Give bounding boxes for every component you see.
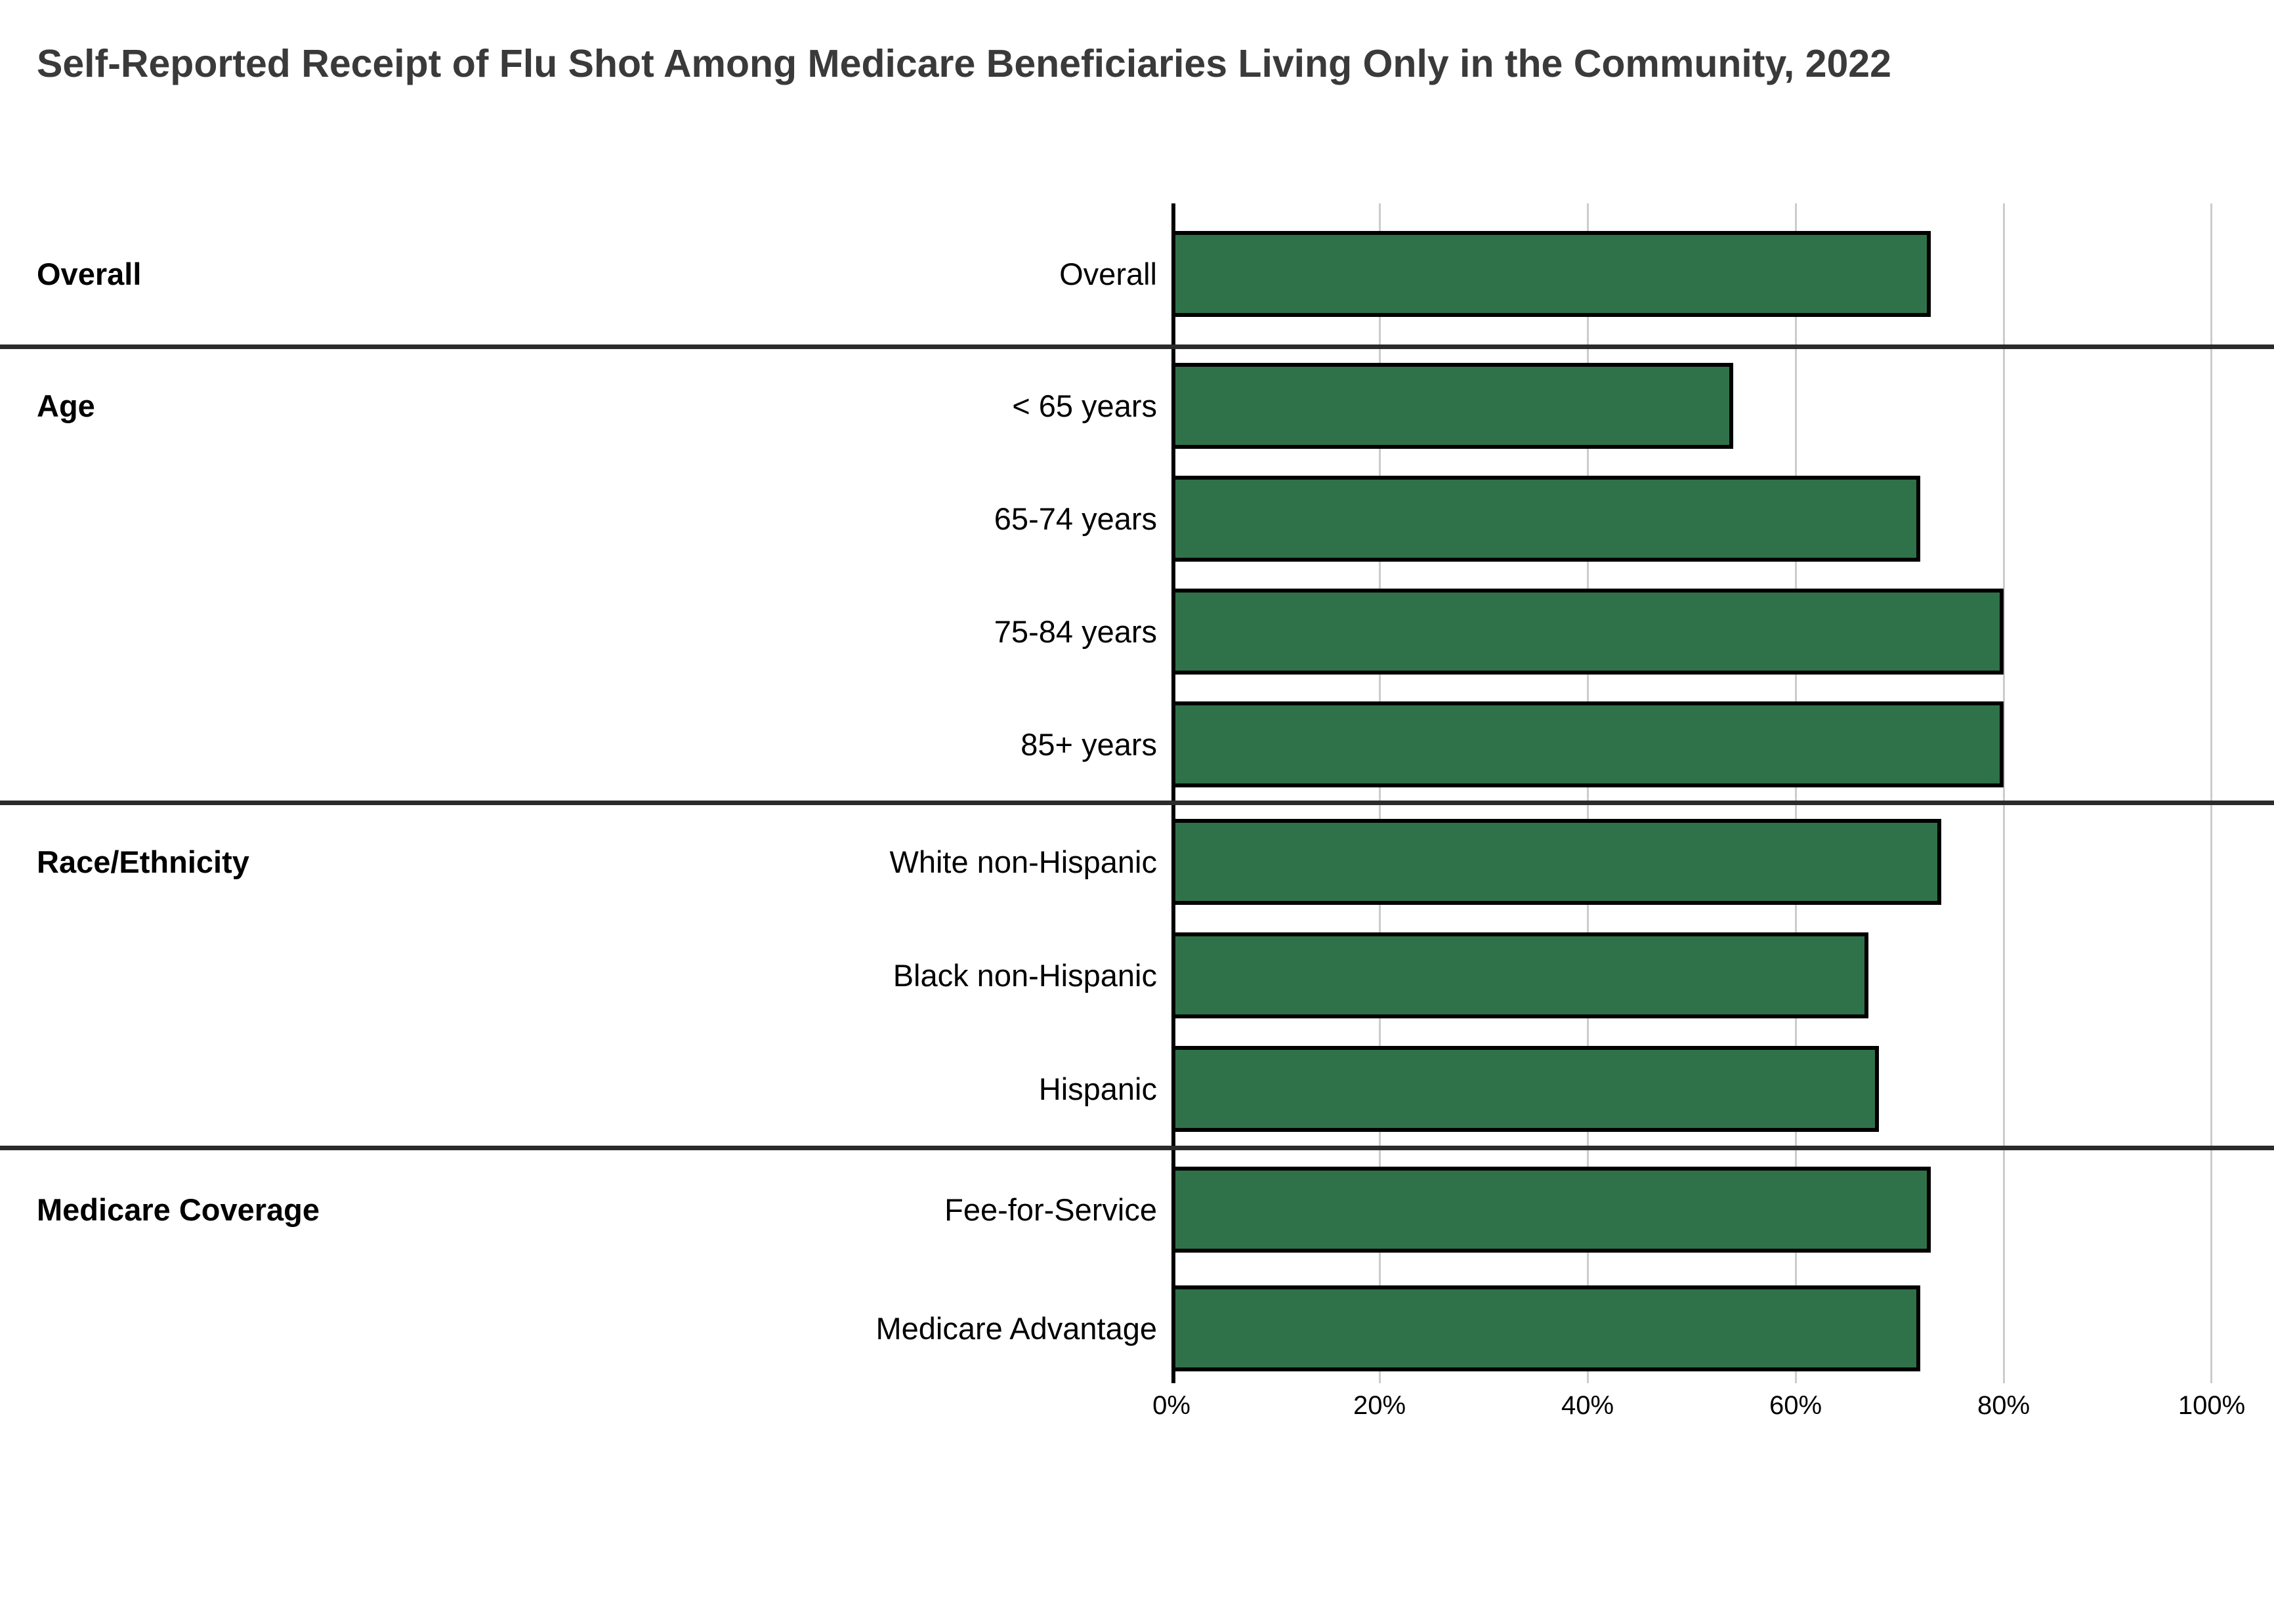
section-age: Age < 65 years 65-74 years 75-84 years (0, 344, 2274, 801)
x-tick-label-60: 60% (1769, 1391, 1822, 1420)
group-label-overall: Overall (37, 257, 142, 291)
chart-row: Black non-Hispanic (0, 919, 2274, 1032)
chart-row: 75-84 years (0, 575, 2274, 688)
bar-75-84 (1171, 588, 2004, 675)
category-label: 65-74 years (994, 501, 1157, 536)
plot-area (1171, 203, 2212, 1383)
chart-row: Race/Ethnicity White non-Hispanic (0, 805, 2274, 919)
bar-black-non-hispanic (1171, 932, 1868, 1018)
bar-track (1171, 688, 2274, 801)
bar-65-74 (1171, 475, 1921, 562)
bar-under-65 (1171, 362, 1733, 449)
bar-chart: Overall Overall Age < 65 years (0, 203, 2274, 1420)
gridline-60 (1795, 203, 1797, 1383)
section-race-ethnicity: Race/Ethnicity White non-Hispanic Black … (0, 801, 2274, 1146)
x-tick-label-100: 100% (2178, 1391, 2246, 1420)
bar-track (1171, 919, 2274, 1032)
x-axis-zero-line (1171, 203, 1175, 1383)
bar-track (1171, 1032, 2274, 1146)
chart-row: Age < 65 years (0, 349, 2274, 462)
category-label: Black non-Hispanic (893, 958, 1157, 993)
bar-white-non-hispanic (1171, 819, 1941, 905)
chart-row: Medicare Coverage Fee-for-Service (0, 1150, 2274, 1269)
page-title: Self-Reported Receipt of Flu Shot Among … (37, 42, 1891, 85)
chart-row: Hispanic (0, 1032, 2274, 1146)
bar-track (1171, 575, 2274, 688)
bar-hispanic (1171, 1046, 1879, 1132)
category-label: White non-Hispanic (889, 844, 1157, 879)
category-label: 85+ years (1021, 726, 1157, 762)
group-label-medicare-coverage: Medicare Coverage (37, 1192, 320, 1227)
gridline-20 (1379, 203, 1381, 1383)
bar-track (1171, 349, 2274, 462)
x-tick-label-20: 20% (1353, 1391, 1406, 1420)
gridline-40 (1587, 203, 1589, 1383)
gridline-100 (2210, 203, 2212, 1383)
category-label: Overall (1059, 257, 1157, 291)
chart-rows: Overall Overall Age < 65 years (0, 203, 2274, 1388)
gridline-80 (2003, 203, 2005, 1383)
bar-85-plus (1171, 701, 2004, 787)
bar-overall (1171, 231, 1931, 317)
category-label: < 65 years (1012, 388, 1157, 423)
bar-track (1171, 203, 2274, 344)
x-tick-label-0: 0% (1152, 1391, 1190, 1420)
bar-track (1171, 1269, 2274, 1388)
chart-row: 65-74 years (0, 462, 2274, 575)
section-medicare-coverage: Medicare Coverage Fee-for-Service Medica… (0, 1146, 2274, 1388)
x-tick-label-80: 80% (1977, 1391, 2031, 1420)
x-axis: 0% 20% 40% 60% 80% 100% (1152, 1391, 2245, 1430)
chart-row: Medicare Advantage (0, 1269, 2274, 1388)
group-label-age: Age (37, 388, 95, 423)
section-overall: Overall Overall (0, 203, 2274, 344)
category-label: Hispanic (1038, 1072, 1157, 1106)
category-label: Fee-for-Service (944, 1192, 1157, 1227)
bar-medicare-advantage (1171, 1285, 1921, 1371)
chart-row: 85+ years (0, 688, 2274, 801)
bar-track (1171, 805, 2274, 919)
bar-fee-for-service (1171, 1167, 1931, 1253)
bar-track (1171, 462, 2274, 575)
x-tick-label-40: 40% (1561, 1391, 1614, 1420)
chart-row: Overall Overall (0, 203, 2274, 344)
category-label: 75-84 years (994, 614, 1157, 649)
group-label-race-ethnicity: Race/Ethnicity (37, 844, 249, 879)
bar-track (1171, 1150, 2274, 1269)
category-label: Medicare Advantage (875, 1311, 1157, 1346)
